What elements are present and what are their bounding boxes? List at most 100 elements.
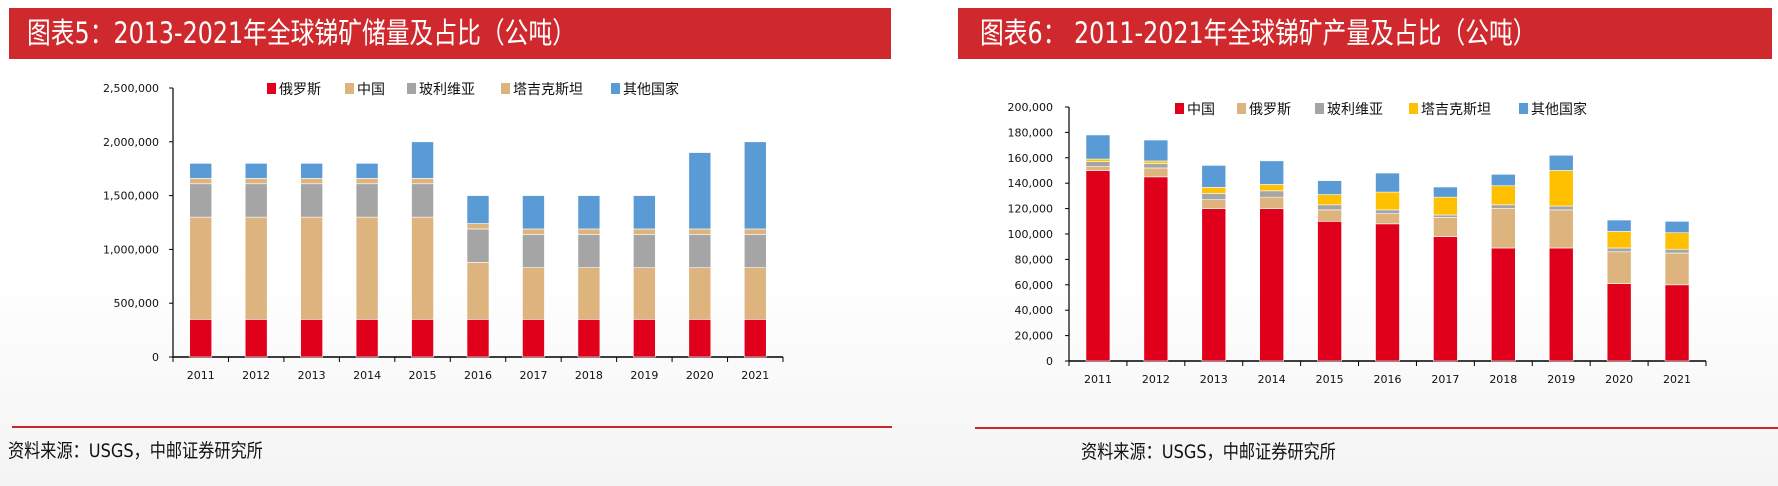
x-tick-label: 2013 bbox=[1200, 373, 1228, 386]
x-tick-label: 2011 bbox=[187, 369, 215, 382]
bar-segment-塔吉克斯坦 bbox=[522, 228, 545, 235]
y-tick-label: 60,000 bbox=[1015, 279, 1054, 292]
bar-segment-塔吉克斯坦 bbox=[1491, 185, 1516, 206]
bar-segment-中国 bbox=[189, 216, 213, 320]
chart5-title: 图表5：2013-2021年全球锑矿储量及占比（公吨） bbox=[27, 16, 577, 50]
bar-segment-其他国家 bbox=[743, 141, 767, 230]
bar-segment-玻利维亚 bbox=[522, 234, 545, 268]
bar-segment-中国 bbox=[1664, 284, 1690, 362]
bar-segment-俄罗斯 bbox=[189, 319, 213, 358]
bar-segment-其他国家 bbox=[688, 152, 712, 230]
chart5-reserves: 0 500,000 1,000,000 1,500,000 2,000,000 2,500… bbox=[103, 81, 784, 382]
bar-segment-玻利维亚 bbox=[1548, 205, 1574, 211]
chart6-source: 资料来源：USGS，中邮证券研究所 bbox=[1081, 437, 1381, 464]
x-tick-label: 2019 bbox=[630, 369, 658, 382]
legend-label: 俄罗斯 bbox=[279, 82, 321, 98]
bar-segment-塔吉克斯坦 bbox=[1317, 194, 1342, 206]
legend-label: 其他国家 bbox=[1531, 101, 1587, 118]
bar-segment-塔吉克斯坦 bbox=[1548, 170, 1574, 207]
bar-segment-塔吉克斯坦 bbox=[1085, 158, 1111, 162]
bar-segment-俄罗斯 bbox=[1085, 166, 1111, 171]
bar-segment-其他国家 bbox=[1201, 165, 1227, 188]
legend-label: 其他国家 bbox=[623, 81, 679, 98]
x-tick-label: 2015 bbox=[409, 369, 437, 382]
chart6-title: 图表6： 2011-2021年全球锑矿产量及占比（公吨） bbox=[980, 16, 1537, 50]
bar-segment-中国 bbox=[1491, 247, 1516, 362]
x-tick-label: 2021 bbox=[1663, 373, 1691, 386]
x-tick-label: 2014 bbox=[1258, 373, 1286, 386]
bar-segment-俄罗斯 bbox=[411, 319, 434, 358]
x-tick-label: 2016 bbox=[464, 369, 492, 382]
bar-segment-俄罗斯 bbox=[1664, 252, 1690, 286]
bar-segment-玻利维亚 bbox=[688, 234, 712, 268]
bar-segment-玻利维亚 bbox=[1433, 214, 1458, 218]
y-tick-label: 80,000 bbox=[1015, 253, 1054, 266]
bar-segment-中国 bbox=[1606, 283, 1632, 362]
bar-segment-塔吉克斯坦 bbox=[1606, 231, 1632, 249]
bar-segment-俄罗斯 bbox=[1317, 209, 1342, 222]
bar-segment-玻利维亚 bbox=[300, 183, 323, 218]
bar-segment-中国 bbox=[1375, 223, 1400, 362]
y-tick-label: 140,000 bbox=[1008, 177, 1054, 190]
x-tick-label: 2014 bbox=[353, 369, 381, 382]
y-tick-label: 160,000 bbox=[1008, 152, 1054, 165]
bar-segment-玻利维亚 bbox=[244, 183, 268, 218]
bar-segment-塔吉克斯坦 bbox=[1375, 191, 1400, 211]
bar-segment-俄罗斯 bbox=[633, 319, 656, 358]
x-tick-label: 2017 bbox=[519, 369, 547, 382]
bar-segment-塔吉克斯坦 bbox=[300, 178, 323, 185]
y-tick-label: 500,000 bbox=[114, 297, 160, 310]
chart6-source-text: 资料来源：USGS，中邮证券研究所 bbox=[1081, 441, 1336, 463]
y-tick-label: 20,000 bbox=[1015, 330, 1054, 343]
x-tick-label: 2012 bbox=[242, 369, 270, 382]
bar-segment-玻利维亚 bbox=[189, 183, 213, 218]
bar-segment-其他国家 bbox=[189, 163, 213, 179]
bar-segment-玻利维亚 bbox=[1085, 161, 1111, 167]
bar-segment-其他国家 bbox=[1375, 172, 1400, 193]
footer-divider-left bbox=[12, 426, 892, 428]
chart5-source-text: 资料来源：USGS，中邮证券研究所 bbox=[8, 440, 263, 462]
y-tick-label: 0 bbox=[152, 351, 159, 364]
bar-segment-中国 bbox=[244, 216, 268, 320]
bar-segment-玻利维亚 bbox=[633, 234, 656, 268]
bar-segment-中国 bbox=[411, 216, 434, 320]
bar-segment-中国 bbox=[1317, 221, 1342, 362]
bar-segment-中国 bbox=[1433, 236, 1458, 362]
x-tick-label: 2021 bbox=[741, 369, 769, 382]
legend-swatch bbox=[1175, 103, 1184, 114]
bar-segment-其他国家 bbox=[1433, 186, 1458, 198]
bar-segment-塔吉克斯坦 bbox=[466, 223, 490, 230]
bar-segment-其他国家 bbox=[1548, 154, 1574, 171]
bar-segment-中国 bbox=[743, 267, 767, 320]
bar-segment-其他国家 bbox=[1085, 134, 1111, 160]
x-tick-label: 2016 bbox=[1374, 373, 1402, 386]
bar-segment-中国 bbox=[355, 216, 379, 320]
x-tick-label: 2011 bbox=[1084, 373, 1112, 386]
bar-segment-俄罗斯 bbox=[1548, 209, 1574, 249]
bar-segment-其他国家 bbox=[300, 163, 323, 179]
bar-segment-其他国家 bbox=[1259, 160, 1284, 185]
bar-segment-玻利维亚 bbox=[1201, 193, 1227, 201]
legend-label: 中国 bbox=[1187, 102, 1215, 118]
x-tick-label: 2017 bbox=[1431, 373, 1459, 386]
bar-segment-中国 bbox=[300, 216, 323, 320]
bar-segment-玻利维亚 bbox=[1143, 163, 1169, 169]
bar-segment-俄罗斯 bbox=[577, 319, 601, 358]
bar-segment-俄罗斯 bbox=[1143, 167, 1169, 178]
bar-segment-中国 bbox=[633, 267, 656, 320]
x-tick-label: 2015 bbox=[1316, 373, 1344, 386]
bar-segment-俄罗斯 bbox=[743, 319, 767, 358]
bar-segment-塔吉克斯坦 bbox=[1664, 232, 1690, 250]
bar-segment-其他国家 bbox=[1143, 139, 1169, 162]
x-tick-label: 2019 bbox=[1547, 373, 1575, 386]
x-tick-label: 2020 bbox=[686, 369, 714, 382]
bar-segment-中国 bbox=[1143, 176, 1169, 362]
footer-divider-right bbox=[975, 427, 1778, 429]
bar-segment-塔吉克斯坦 bbox=[1201, 187, 1227, 194]
y-tick-label: 1,000,000 bbox=[103, 243, 159, 256]
bar-segment-玻利维亚 bbox=[466, 228, 490, 263]
x-tick-label: 2018 bbox=[1489, 373, 1517, 386]
bar-segment-玻利维亚 bbox=[577, 234, 601, 268]
bar-segment-其他国家 bbox=[577, 195, 601, 230]
